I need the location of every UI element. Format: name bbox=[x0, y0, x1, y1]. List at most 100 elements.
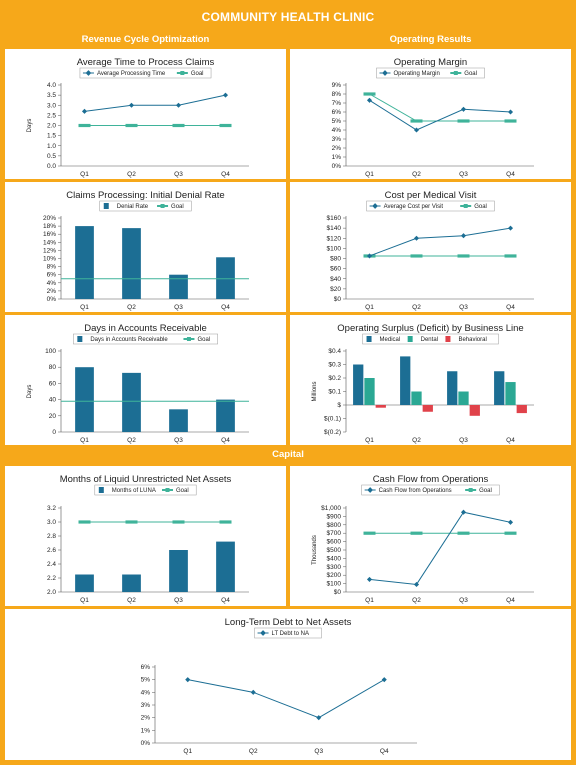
x-tick-label: Q3 bbox=[459, 597, 468, 604]
series-point bbox=[81, 108, 88, 114]
x-tick-label: Q3 bbox=[459, 304, 468, 311]
legend-marker bbox=[85, 70, 92, 76]
legend-box bbox=[366, 200, 495, 212]
series-point bbox=[413, 581, 420, 587]
y-axis-title: Days bbox=[27, 385, 33, 399]
series-point bbox=[250, 689, 256, 695]
x-tick-label: Q3 bbox=[174, 304, 183, 311]
chart-denial-rate: Claims Processing: Initial Denial Rate De… bbox=[43, 190, 249, 311]
panel-operating-surplus: Operating Surplus (Deficit) by Business … bbox=[290, 315, 571, 445]
y-tick-label: 1.0 bbox=[47, 143, 56, 150]
goal-marker bbox=[125, 520, 138, 524]
bar bbox=[494, 371, 505, 405]
panel-luna: Months of Liquid Unrestricted Net Assets… bbox=[5, 466, 286, 606]
legend-entry: Goal bbox=[479, 488, 492, 494]
legend-marker bbox=[180, 71, 185, 75]
y-tick-label: 80 bbox=[49, 364, 57, 371]
chart-title: Claims Processing: Initial Denial Rate bbox=[66, 190, 224, 201]
legend-box bbox=[73, 333, 218, 345]
bar bbox=[422, 405, 433, 412]
goal-marker bbox=[125, 123, 138, 128]
series-line bbox=[369, 99, 511, 131]
legend-box bbox=[376, 67, 485, 79]
legend-entry: Dental bbox=[421, 337, 438, 343]
y-tick-label: 2% bbox=[332, 145, 342, 152]
y-tick-label: $400 bbox=[327, 555, 342, 562]
y-tick-label: 2.0 bbox=[47, 589, 56, 596]
chart-title: Months of Liquid Unrestricted Net Assets bbox=[60, 474, 232, 485]
x-tick-label: Q1 bbox=[80, 171, 89, 178]
series-point bbox=[381, 677, 387, 683]
legend-box bbox=[362, 333, 499, 345]
legend-entry: Operating Margin bbox=[394, 71, 440, 77]
y-tick-label: $0 bbox=[334, 296, 342, 303]
goal-marker bbox=[78, 520, 91, 524]
goal-marker bbox=[410, 531, 423, 535]
goal-marker bbox=[457, 254, 470, 258]
series-point bbox=[366, 576, 373, 582]
legend-entry: Goal bbox=[464, 71, 477, 77]
series-line bbox=[187, 679, 385, 719]
legend-marker bbox=[260, 630, 266, 636]
y-tick-label: 6% bbox=[141, 664, 151, 671]
legend-marker bbox=[165, 488, 170, 492]
x-tick-label: Q3 bbox=[174, 437, 183, 444]
y-tick-label: $(0.1) bbox=[324, 416, 341, 423]
y-tick-label: 2.6 bbox=[47, 547, 56, 554]
legend-entry: Behavioral bbox=[458, 337, 486, 343]
legend-entry: Months of LUNA bbox=[112, 488, 156, 494]
y-tick-label: $800 bbox=[327, 522, 342, 529]
chart-title: Days in Accounts Receivable bbox=[84, 323, 207, 334]
series-point bbox=[460, 106, 467, 112]
goal-marker bbox=[457, 531, 470, 535]
x-tick-label: Q1 bbox=[80, 597, 89, 604]
y-tick-label: 0% bbox=[332, 163, 342, 170]
y-tick-label: $300 bbox=[327, 564, 342, 571]
y-tick-label: 0 bbox=[52, 429, 56, 436]
x-tick-label: Q3 bbox=[314, 748, 323, 755]
series-line bbox=[84, 94, 226, 112]
y-tick-label: 4% bbox=[332, 127, 342, 134]
y-tick-label: $20 bbox=[330, 286, 341, 293]
y-tick-label: 60 bbox=[49, 380, 57, 387]
bar bbox=[122, 372, 141, 432]
y-tick-label: 1% bbox=[332, 154, 342, 161]
bar bbox=[216, 541, 235, 592]
bar bbox=[122, 228, 141, 299]
series-point bbox=[366, 97, 373, 103]
x-tick-label: Q4 bbox=[506, 597, 515, 604]
y-tick-label: 4% bbox=[141, 689, 151, 696]
x-tick-label: Q2 bbox=[412, 597, 421, 604]
y-tick-label: $160 bbox=[327, 215, 342, 222]
legend-swatch bbox=[103, 203, 109, 209]
legend-entry: Cash Flow from Operations bbox=[379, 488, 452, 494]
chart-avg-time-claims: Average Time to Process Claims Average Pr… bbox=[27, 57, 249, 178]
y-tick-label: $200 bbox=[327, 572, 342, 579]
x-tick-label: Q1 bbox=[80, 304, 89, 311]
panel-cash-flow: Cash Flow from Operations Cash Flow from … bbox=[290, 466, 571, 606]
series-point bbox=[128, 102, 135, 108]
y-tick-label: 3.5 bbox=[47, 92, 56, 99]
y-tick-label: 4% bbox=[47, 280, 57, 287]
legend-box bbox=[99, 200, 192, 212]
y-tick-label: 0.0 bbox=[47, 163, 56, 170]
y-tick-label: 0% bbox=[141, 740, 151, 747]
legend-entry: Goal bbox=[474, 204, 487, 210]
y-tick-label: $0.2 bbox=[328, 375, 341, 382]
legend-swatch bbox=[445, 336, 451, 342]
chart-days-ar: Days in Accounts Receivable Days in Accou… bbox=[27, 323, 249, 444]
legend-entry: Average Processing Time bbox=[97, 71, 166, 77]
goal-marker bbox=[410, 254, 423, 258]
y-tick-label: 3% bbox=[332, 136, 342, 143]
y-tick-label: $700 bbox=[327, 530, 342, 537]
legend-entry: Goal bbox=[197, 337, 210, 343]
legend-box bbox=[79, 67, 212, 79]
dashboard-title: COMMUNITY HEALTH CLINIC bbox=[5, 5, 571, 29]
y-tick-label: 2% bbox=[141, 715, 151, 722]
y-tick-label: 100 bbox=[45, 348, 56, 355]
series-point bbox=[185, 677, 191, 683]
bar bbox=[516, 405, 527, 414]
series-line bbox=[369, 511, 511, 585]
series-point bbox=[507, 225, 514, 231]
x-tick-label: Q3 bbox=[174, 597, 183, 604]
